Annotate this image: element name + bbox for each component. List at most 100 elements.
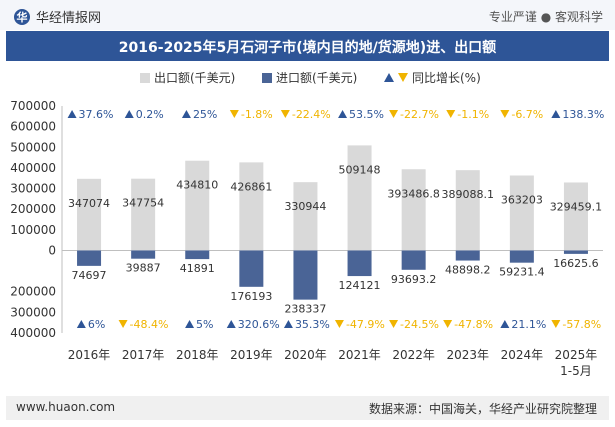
export-growth-label: 37.6% (79, 108, 114, 121)
title-bar: 2016-2025年5月石河子市(境内目的地/货源地)进、出口额 (6, 31, 609, 61)
y-tick-label: 300000 (10, 182, 56, 196)
export-growth-label: -22.4% (292, 108, 331, 121)
import-growth-label: 35.3% (295, 318, 330, 331)
export-growth-down-triangle (500, 110, 510, 118)
import-bar (347, 250, 372, 277)
export-growth-label: 138.3% (562, 108, 604, 121)
export-growth-label: 25% (193, 108, 217, 121)
y-tick-label: 200000 (10, 285, 56, 299)
import-growth-down-triangle (551, 320, 561, 328)
export-value-label: 329459.1 (550, 200, 603, 213)
import-value-label: 238337 (284, 303, 326, 316)
export-growth-label: -6.7% (511, 108, 543, 121)
export-value-label: 389088.1 (442, 188, 495, 201)
export-value-label: 393486.8 (387, 187, 440, 200)
import-growth-label: 5% (196, 318, 213, 331)
import-bar (509, 250, 534, 263)
legend-growth-label: 同比增长(%) (412, 71, 481, 85)
y-tick-label: 200000 (10, 202, 56, 216)
x-tick-label: 2023年 (446, 348, 489, 362)
export-growth-label: -1.8% (241, 108, 273, 121)
import-growth-label: -47.9% (346, 318, 385, 331)
export-growth-up-triangle (181, 110, 191, 118)
y-tick-label: 400000 (10, 326, 56, 340)
import-value-label: 176193 (230, 290, 272, 303)
import-growth-up-triangle (76, 320, 86, 328)
legend-import-label: 进口额(千美元) (276, 71, 357, 85)
export-value-label: 434810 (176, 179, 218, 192)
export-value-label: 509148 (339, 163, 381, 176)
legend-export-swatch (140, 73, 150, 83)
import-bar (293, 250, 318, 300)
import-value-label: 59231.4 (499, 266, 545, 279)
export-growth-label: 53.5% (349, 108, 384, 121)
brand-logo-icon: 华 (14, 8, 30, 25)
data-source: 数据来源：中国海关，华经产业研究院整理 (368, 402, 597, 416)
x-tick-label: 2017年 (122, 348, 165, 362)
x-tick-label: 2022年 (392, 348, 435, 362)
export-value-label: 330944 (284, 200, 326, 213)
import-growth-label: -24.5% (400, 318, 439, 331)
import-value-label: 74697 (72, 269, 107, 282)
export-bar (131, 178, 156, 251)
export-growth-up-triangle (551, 110, 561, 118)
y-tick-label: 500000 (10, 140, 56, 154)
x-tick-label: 2019年 (230, 348, 273, 362)
legend-import-swatch (262, 73, 272, 83)
export-value-label: 363203 (501, 194, 543, 207)
export-bar (347, 145, 372, 251)
import-growth-down-triangle (443, 320, 453, 328)
y-tick-label: 700000 (10, 99, 56, 113)
import-growth-label: 6% (88, 318, 105, 331)
export-growth-down-triangle (446, 110, 456, 118)
import-bar (455, 250, 480, 261)
x-tick-label: 2016年 (68, 348, 111, 362)
slogan: 专业严谨 ● 客观科学 (488, 10, 603, 24)
import-bar (131, 250, 156, 259)
import-value-label: 48898.2 (445, 264, 491, 277)
import-bar (563, 250, 588, 254)
export-value-label: 347754 (122, 197, 164, 210)
export-growth-label: -22.7% (400, 108, 439, 121)
export-bar (77, 178, 102, 251)
export-bar (509, 175, 534, 251)
x-tick-sublabel: 1-5月 (560, 364, 592, 378)
import-growth-down-triangle (389, 320, 399, 328)
y-tick-label: 300000 (10, 305, 56, 319)
export-value-label: 426861 (230, 180, 272, 193)
import-value-label: 93693.2 (391, 273, 437, 286)
import-growth-label: 21.1% (511, 318, 546, 331)
x-tick-label: 2021年 (338, 348, 381, 362)
import-value-label: 41891 (180, 262, 215, 275)
import-growth-up-triangle (185, 320, 195, 328)
y-tick-label: 0 (48, 243, 56, 257)
x-tick-label: 2018年 (176, 348, 219, 362)
brand-name: 华经情报网 (36, 11, 102, 26)
export-bar (563, 182, 588, 251)
brand[interactable]: 华 华经情报网 (14, 7, 101, 26)
import-growth-up-triangle (226, 320, 236, 328)
export-growth-up-triangle (338, 110, 348, 118)
import-growth-down-triangle (334, 320, 344, 328)
export-bar (455, 170, 480, 251)
export-growth-label: 0.2% (136, 108, 164, 121)
import-growth-label: 320.6% (238, 318, 280, 331)
import-value-label: 16625.6 (553, 257, 599, 270)
website-link[interactable]: www.huaon.com (16, 400, 116, 414)
y-tick-label: 400000 (10, 161, 56, 175)
x-tick-label: 2024年 (501, 348, 544, 362)
export-growth-up-triangle (124, 110, 134, 118)
top-bar: 华 华经情报网 专业严谨 ● 客观科学 (0, 0, 615, 30)
export-bar (239, 162, 264, 251)
legend-up-triangle (384, 73, 394, 82)
import-growth-label: -57.8% (562, 318, 601, 331)
import-value-label: 39887 (126, 262, 161, 275)
import-bar (239, 250, 264, 287)
export-growth-up-triangle (67, 110, 77, 118)
import-growth-label: -48.4% (130, 318, 169, 331)
y-tick-label: 600000 (10, 120, 56, 134)
footer-bar: www.huaon.com 数据来源：中国海关，华经产业研究院整理 (6, 396, 609, 420)
export-growth-label: -1.1% (457, 108, 489, 121)
